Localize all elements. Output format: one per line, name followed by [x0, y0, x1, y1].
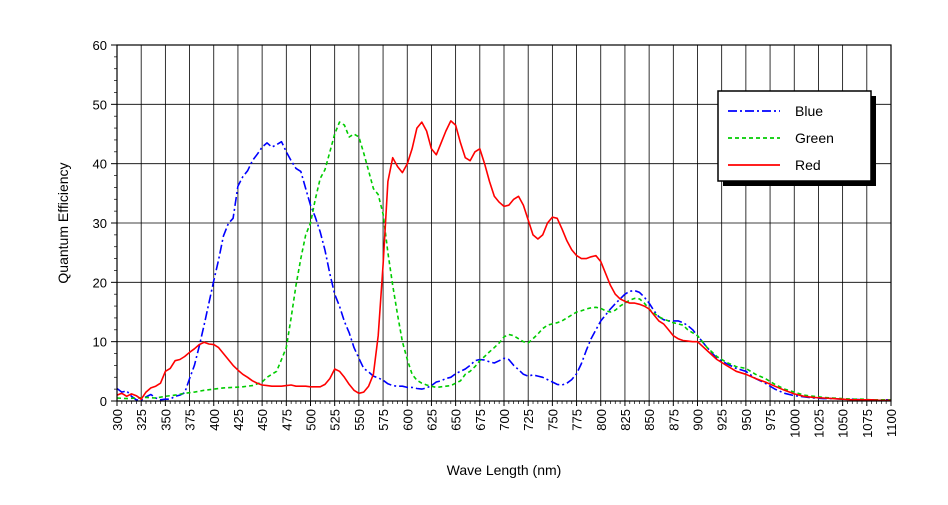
plot-frame — [116, 44, 892, 402]
x-tick-label: 800 — [594, 409, 609, 431]
y-tick-label: 0 — [100, 394, 107, 409]
tick-labels: 300 325 350 375 400 425 450 475 500 525 550 575 600 6… — [93, 38, 899, 438]
series-line-green — [116, 121, 891, 401]
x-tick-label: 825 — [618, 409, 633, 431]
y-tick-label: 40 — [93, 157, 107, 172]
x-tick-label: 550 — [352, 409, 367, 431]
y-tick-label: 50 — [93, 97, 107, 112]
legend-label-green: Green — [795, 130, 834, 146]
x-tick-label: 350 — [158, 409, 173, 431]
axes — [111, 44, 892, 406]
x-tick-label: 325 — [134, 409, 149, 431]
legend-label-blue: Blue — [795, 103, 823, 119]
y-tick-label: 60 — [93, 38, 107, 53]
x-tick-label: 875 — [666, 409, 681, 431]
x-tick-label: 500 — [304, 409, 319, 431]
x-tick-label: 450 — [255, 409, 270, 431]
x-tick-label: 750 — [545, 409, 560, 431]
series-line-red — [116, 120, 891, 402]
x-tick-label: 1025 — [811, 409, 826, 438]
y-tick-label: 10 — [93, 335, 107, 350]
x-tick-label: 425 — [231, 409, 246, 431]
x-tick-label: 700 — [497, 409, 512, 431]
x-tick-label: 775 — [570, 409, 585, 431]
x-tick-label: 1000 — [787, 409, 802, 438]
y-tick-label: 20 — [93, 275, 107, 290]
legend-box — [717, 90, 872, 182]
x-tick-label: 625 — [424, 409, 439, 431]
x-tick-label: 600 — [400, 409, 415, 431]
x-tick-label: 850 — [642, 409, 657, 431]
x-tick-label: 925 — [715, 409, 730, 431]
x-tick-label: 1050 — [836, 409, 851, 438]
series-line-blue — [116, 140, 891, 402]
series-lines — [116, 120, 891, 402]
x-tick-label: 900 — [691, 409, 706, 431]
x-tick-label: 675 — [473, 409, 488, 431]
y-axis-title: Quantum Efficiency — [55, 162, 71, 283]
x-tick-label: 950 — [739, 409, 754, 431]
y-tick-label: 30 — [93, 216, 107, 231]
x-tick-label: 525 — [328, 409, 343, 431]
x-axis-title: Wave Length (nm) — [447, 462, 562, 478]
x-tick-label: 575 — [376, 409, 391, 431]
x-tick-label: 650 — [449, 409, 464, 431]
x-tick-label: 1075 — [860, 409, 875, 438]
x-tick-label: 300 — [110, 409, 125, 431]
x-tick-label: 1100 — [884, 409, 899, 437]
x-tick-label: 475 — [279, 409, 294, 431]
x-tick-label: 375 — [183, 409, 198, 431]
legend-label-red: Red — [795, 157, 821, 173]
x-tick-label: 725 — [521, 409, 536, 431]
legend: Blue Green Red — [717, 90, 876, 186]
x-tick-label: 400 — [207, 409, 222, 431]
x-tick-label: 975 — [763, 409, 778, 431]
